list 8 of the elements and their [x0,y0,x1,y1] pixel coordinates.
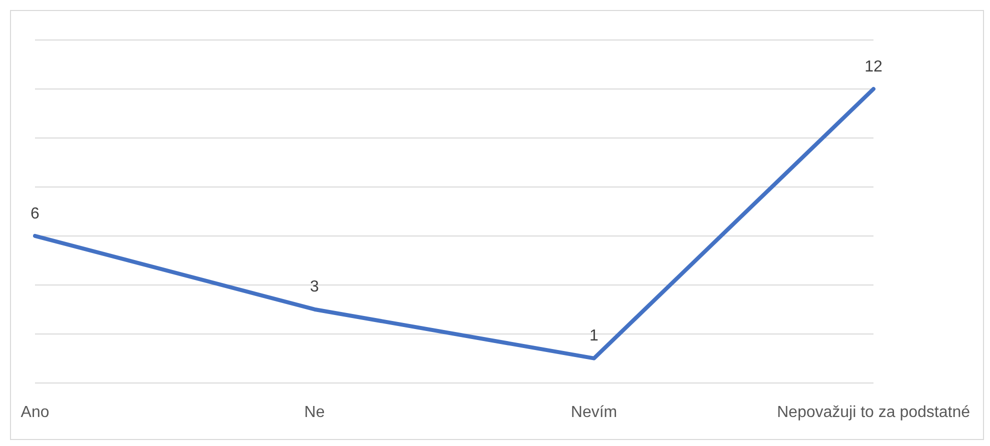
data-label: 3 [310,278,320,296]
x-tick-label: Nevím [570,404,618,421]
data-label: 1 [590,328,599,345]
x-tick-label: Nepovažuji to za podstatné [776,404,970,421]
x-tick-label: Ne [304,404,325,421]
data-label: 6 [30,205,40,222]
x-tick-label: Ano [20,404,50,421]
data-label: 12 [864,58,882,76]
